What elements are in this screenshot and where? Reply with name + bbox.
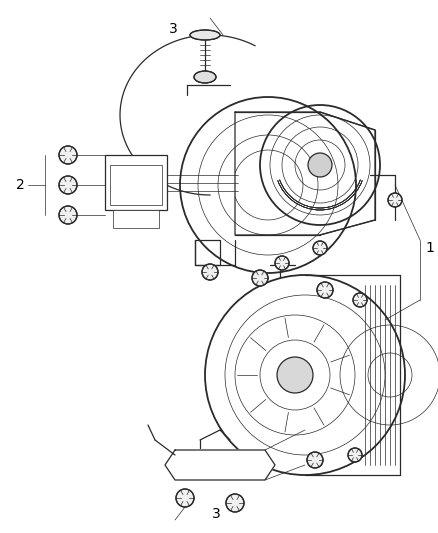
Circle shape <box>348 448 362 462</box>
Circle shape <box>226 494 244 512</box>
Circle shape <box>308 153 332 177</box>
Bar <box>110 165 162 205</box>
Circle shape <box>252 270 268 286</box>
Ellipse shape <box>194 71 216 83</box>
Circle shape <box>275 256 289 270</box>
Polygon shape <box>165 450 275 480</box>
Circle shape <box>59 206 77 224</box>
Text: 2: 2 <box>16 178 25 192</box>
Circle shape <box>353 293 367 307</box>
Circle shape <box>59 176 77 194</box>
Circle shape <box>277 357 313 393</box>
Bar <box>113 210 159 228</box>
Text: 1: 1 <box>425 241 434 255</box>
Bar <box>105 155 167 210</box>
Ellipse shape <box>190 30 220 40</box>
Polygon shape <box>235 112 375 235</box>
Circle shape <box>176 489 194 507</box>
Circle shape <box>59 146 77 164</box>
Circle shape <box>307 452 323 468</box>
Circle shape <box>313 241 327 255</box>
Circle shape <box>388 193 402 207</box>
Text: 3: 3 <box>212 507 221 521</box>
Text: 3: 3 <box>169 22 177 36</box>
Circle shape <box>317 282 333 298</box>
Polygon shape <box>195 240 220 265</box>
Circle shape <box>202 264 218 280</box>
